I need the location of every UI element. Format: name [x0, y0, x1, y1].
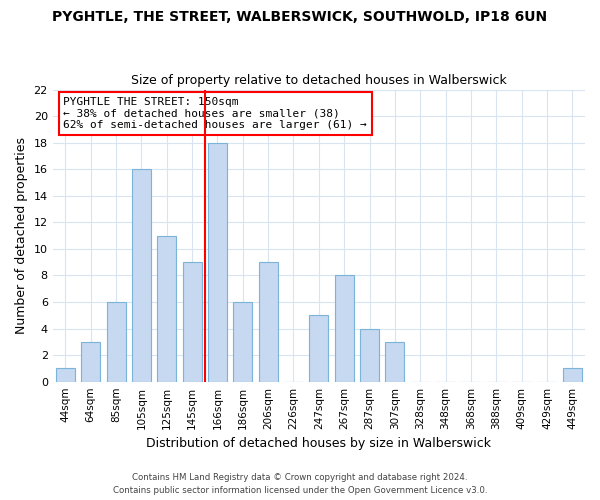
Title: Size of property relative to detached houses in Walberswick: Size of property relative to detached ho…: [131, 74, 507, 87]
Text: PYGHTLE THE STREET: 150sqm
← 38% of detached houses are smaller (38)
62% of semi: PYGHTLE THE STREET: 150sqm ← 38% of deta…: [64, 97, 367, 130]
Bar: [259, 262, 278, 382]
Bar: [208, 142, 227, 382]
Bar: [563, 368, 582, 382]
Text: PYGHTLE, THE STREET, WALBERSWICK, SOUTHWOLD, IP18 6UN: PYGHTLE, THE STREET, WALBERSWICK, SOUTHW…: [52, 10, 548, 24]
Bar: [132, 169, 151, 382]
Bar: [310, 316, 328, 382]
Y-axis label: Number of detached properties: Number of detached properties: [15, 137, 28, 334]
Text: Contains HM Land Registry data © Crown copyright and database right 2024.
Contai: Contains HM Land Registry data © Crown c…: [113, 474, 487, 495]
Bar: [385, 342, 404, 382]
Bar: [182, 262, 202, 382]
Bar: [56, 368, 75, 382]
Bar: [157, 236, 176, 382]
Bar: [360, 328, 379, 382]
Bar: [335, 276, 353, 382]
Bar: [107, 302, 125, 382]
X-axis label: Distribution of detached houses by size in Walberswick: Distribution of detached houses by size …: [146, 437, 491, 450]
Bar: [81, 342, 100, 382]
Bar: [233, 302, 252, 382]
